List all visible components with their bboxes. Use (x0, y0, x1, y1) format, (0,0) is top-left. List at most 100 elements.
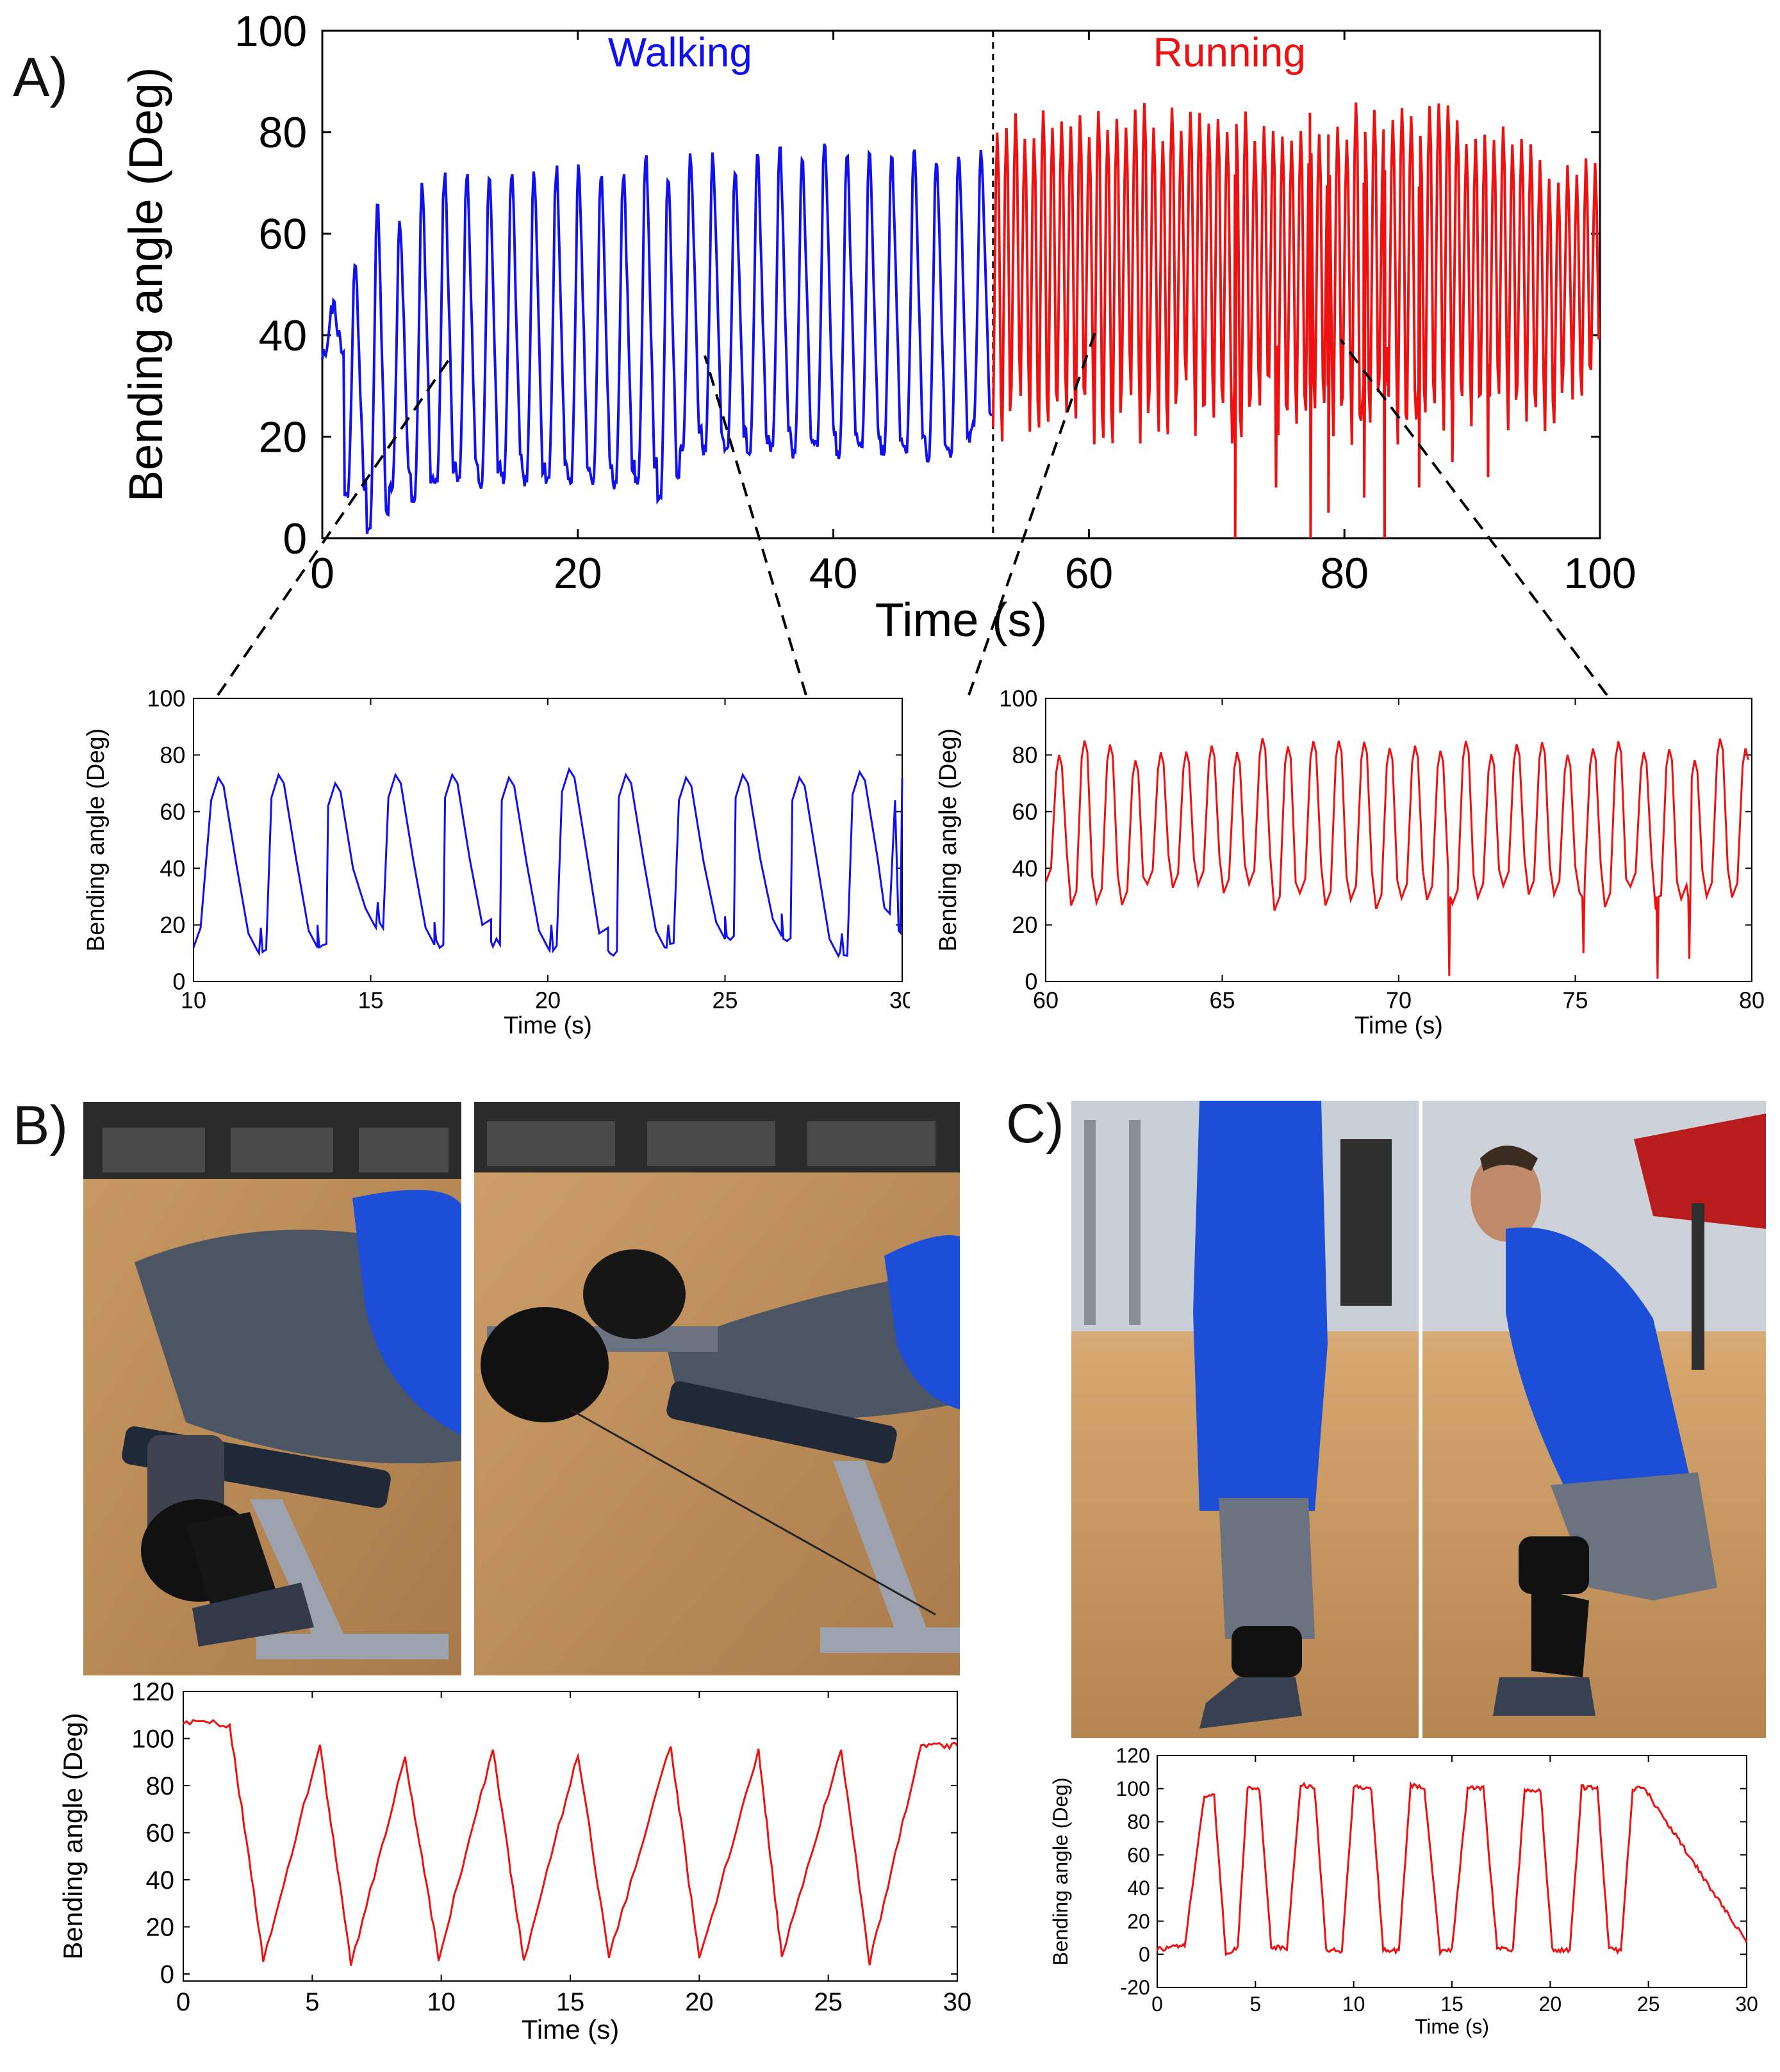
y-tick-label: 60 (160, 798, 185, 825)
x-tick-label: 0 (176, 1988, 190, 2016)
zoom-connector-running (1339, 338, 1608, 696)
chart-a-zoom-walking: 10 15 20 25 30 0 20 40 60 80 100 Time (s) Bending an… (83, 354, 910, 1039)
y-tick-label: 0 (283, 514, 307, 563)
plot-frame (183, 1691, 958, 1982)
y-tick-label: 40 (1127, 1877, 1150, 1900)
y-tick-label: 100 (999, 686, 1037, 712)
x-tick-label: 20 (1539, 1993, 1562, 2016)
y-tick-label: 80 (1127, 1811, 1150, 1834)
y-axis-label: Bending angle (Deg) (935, 728, 962, 952)
x-tick-label: 20 (554, 549, 602, 598)
running-series-line (991, 103, 1601, 539)
walking-series-line (321, 143, 993, 534)
y-tick-label: 120 (1116, 1744, 1150, 1767)
photo-leg-extension-bent (83, 1102, 461, 1675)
y-tick-label: 100 (131, 1725, 174, 1753)
x-tick-label: 15 (556, 1988, 585, 2016)
running-zoom-line (1044, 737, 1749, 979)
y-tick-label: 120 (131, 1678, 174, 1706)
plot-frame (321, 29, 1601, 539)
leg-extension-line (183, 1718, 959, 1966)
x-tick-label: 80 (1739, 987, 1765, 1013)
x-tick-label: 80 (1320, 549, 1369, 598)
x-axis-label: Time (s) (1355, 1012, 1443, 1039)
y-tick-label: 20 (1127, 1910, 1150, 1933)
x-tick-label: 60 (1065, 549, 1114, 598)
y-tick-label: 0 (160, 1961, 174, 1989)
y-axis-label: Bending angle (Deg) (83, 728, 110, 952)
annotation-walking: Walking (608, 29, 752, 75)
x-axis-label: Time (s) (504, 1012, 592, 1039)
panel-c-label: C) (1006, 1093, 1064, 1155)
y-tick-label: 0 (1025, 969, 1037, 995)
photo-squat-standing (1071, 1101, 1419, 1738)
zoom-connector-running (968, 326, 1098, 696)
x-tick-label: 20 (685, 1988, 714, 2016)
y-tick-label: 60 (146, 1819, 175, 1847)
chart-b: 0 5 10 15 20 25 30 0 20 40 60 80 100 120 Time (s) Bendi… (58, 1678, 972, 2044)
x-tick-label: 30 (943, 1988, 972, 2016)
y-tick-label: 60 (1127, 1843, 1150, 1866)
y-axis-label: Bending angle (Deg) (58, 1713, 88, 1959)
squat-line (1156, 1780, 1748, 1957)
y-tick-label: 100 (147, 686, 185, 712)
y-tick-label: 40 (146, 1866, 175, 1895)
y-tick-label: 0 (172, 969, 185, 995)
y-tick-label: 40 (259, 311, 308, 360)
y-tick-label: 100 (1116, 1777, 1150, 1800)
x-tick-label: 10 (181, 987, 206, 1013)
x-tick-label: 25 (712, 987, 738, 1013)
y-tick-label: 40 (1012, 855, 1037, 882)
y-tick-label: 20 (146, 1913, 175, 1941)
x-axis-label: Time (s) (875, 593, 1048, 646)
photo-leg-extension-straight (474, 1102, 960, 1675)
x-tick-label: 10 (427, 1988, 456, 2016)
y-tick-label: -20 (1121, 1976, 1150, 1999)
y-tick-label: 20 (160, 912, 185, 938)
x-axis-label: Time (s) (522, 2014, 619, 2044)
x-tick-label: 25 (814, 1988, 843, 2016)
x-tick-label: 100 (1563, 549, 1636, 598)
x-tick-label: 25 (1637, 1993, 1660, 2016)
x-tick-label: 5 (1249, 1993, 1261, 2016)
x-tick-label: 40 (809, 549, 858, 598)
x-tick-label: 60 (1033, 987, 1059, 1013)
y-tick-label: 60 (1012, 798, 1037, 825)
walking-zoom-line (192, 766, 903, 958)
y-axis-label: Bending angle (Deg) (1049, 1777, 1072, 1966)
panel-a-label: A) (13, 47, 68, 108)
panel-b-label: B) (13, 1095, 68, 1156)
y-axis-label: Bending angle (Deg) (119, 67, 172, 502)
zoom-connector-walking (704, 355, 807, 696)
x-tick-label: 75 (1562, 987, 1588, 1013)
x-tick-label: 70 (1386, 987, 1412, 1013)
x-axis-label: Time (s) (1415, 2015, 1489, 2038)
x-tick-label: 30 (1735, 1993, 1758, 2016)
y-tick-label: 100 (235, 7, 307, 56)
y-tick-label: 20 (1012, 912, 1037, 938)
y-tick-label: 80 (146, 1772, 175, 1800)
annotation-running: Running (1153, 29, 1306, 75)
x-tick-label: 10 (1342, 1993, 1365, 2016)
chart-a-zoom-running: 60 65 70 75 80 0 20 40 60 80 100 Time (s) Bending an… (935, 326, 1765, 1039)
x-tick-label: 5 (305, 1988, 319, 2016)
plot-frame (1157, 1755, 1747, 1988)
y-tick-label: 80 (259, 108, 308, 157)
plot-frame (1045, 698, 1752, 982)
x-tick-label: 15 (1440, 1993, 1463, 2016)
photo-squat-bent (1422, 1101, 1766, 1738)
y-tick-label: 60 (259, 210, 308, 259)
plot-frame (193, 698, 903, 982)
x-tick-label: 65 (1209, 987, 1235, 1013)
x-tick-label: 15 (358, 987, 383, 1013)
y-tick-label: 80 (1012, 742, 1037, 768)
y-tick-label: 0 (1139, 1943, 1150, 1966)
zoom-connector-walking (217, 354, 453, 696)
y-tick-label: 20 (259, 413, 308, 461)
x-tick-label: 20 (535, 987, 561, 1013)
y-tick-label: 40 (160, 855, 185, 882)
x-tick-label: 30 (889, 987, 910, 1013)
y-tick-label: 80 (160, 742, 185, 768)
